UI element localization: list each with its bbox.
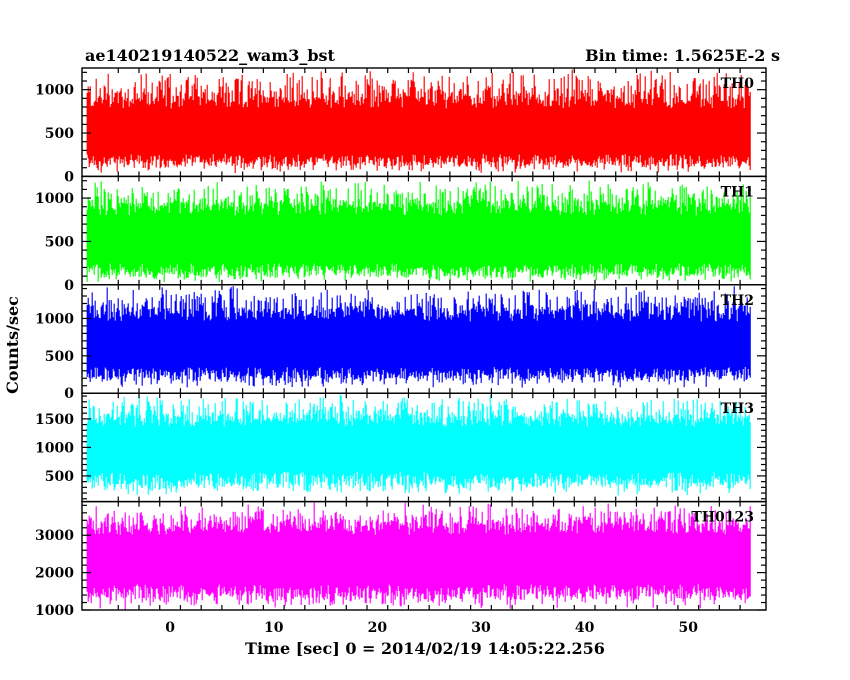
bin-time-label: Bin time: 1.5625E-2 s	[585, 46, 780, 65]
panel-th2: 0 500 1000 TH2	[35, 284, 767, 402]
y-tick-label: 1000	[35, 83, 74, 99]
series-core-th3	[87, 429, 751, 468]
panel-th1: 0 500 1000 TH1	[35, 175, 767, 294]
y-tick-label: 0	[64, 169, 74, 185]
y-tick-label: 0	[64, 386, 74, 402]
x-axis-label: Time [sec] 0 = 2014/02/19 14:05:22.256	[245, 639, 605, 658]
panel-label-th0: TH0	[721, 76, 755, 92]
y-tick-label: 1000	[35, 191, 74, 207]
panel-th0123: 1000 2000 3000 TH0123	[35, 500, 767, 619]
series-core-th0	[87, 112, 751, 151]
y-tick-label: 3000	[35, 528, 74, 544]
series-core-th2	[87, 325, 751, 364]
x-tick-label: 50	[679, 620, 699, 636]
y-tick-label: 500	[45, 469, 74, 485]
x-tick-label: 30	[471, 620, 491, 636]
series-core-th0123	[87, 538, 751, 581]
panel-label-th3: TH3	[721, 401, 754, 417]
chart-title: ae140219140522_wam3_bst	[85, 46, 336, 65]
panel-label-th0123: TH0123	[691, 510, 754, 526]
y-tick-label: 0	[64, 278, 74, 294]
y-tick-label: 2000	[35, 566, 74, 582]
y-tick-label: 1000	[35, 440, 74, 456]
y-tick-label: 1000	[35, 603, 74, 619]
x-tick-label: 20	[368, 620, 388, 636]
y-tick-label: 1500	[35, 412, 74, 428]
x-tick-label: 0	[165, 620, 175, 636]
series-core-th1	[87, 219, 751, 260]
panel-frame	[81, 500, 767, 611]
x-tick-label: 10	[264, 620, 284, 636]
y-tick-label: 500	[45, 234, 74, 250]
panels-group: 0 500 1000 TH0 0 500 1000 TH1 0 500 1000 TH2 500 1000…	[35, 67, 767, 619]
y-tick-label: 500	[45, 349, 74, 365]
panel-label-th1: TH1	[721, 184, 754, 200]
y-axis-label: Counts/sec	[3, 296, 22, 394]
x-tick-label: 40	[575, 620, 595, 636]
panel-th3: 500 1000 1500 TH3	[35, 392, 767, 503]
y-tick-label: 500	[45, 126, 74, 142]
panel-label-th2: TH2	[721, 293, 754, 309]
x-axis: 0 10 20 30 40 50	[165, 620, 698, 636]
y-tick-label: 1000	[35, 311, 74, 327]
panel-th0: 0 500 1000 TH0	[35, 67, 767, 185]
